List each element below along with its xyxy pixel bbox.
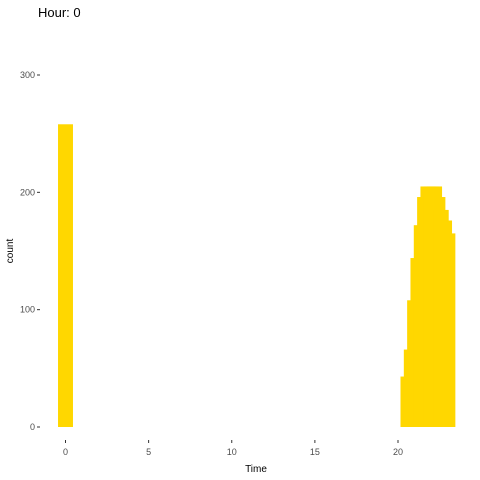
x-axis-title: Time	[245, 464, 267, 475]
x-tick-label-2: 10	[227, 447, 237, 457]
x-tick-label-0: 0	[63, 447, 68, 457]
y-axis-title: count	[5, 239, 16, 264]
bars-group	[58, 124, 456, 427]
y-tick-label-0: 0	[30, 422, 35, 432]
bar-13	[440, 233, 456, 427]
x-tick-label-3: 15	[310, 447, 320, 457]
chart-title: Hour: 0	[38, 5, 81, 20]
y-tick-label-1: 100	[20, 305, 35, 315]
x-tick-label-1: 5	[146, 447, 151, 457]
bar-0	[58, 124, 73, 427]
x-tick-label-4: 20	[393, 447, 403, 457]
x-axis: 0 5 10 15 20	[63, 440, 403, 457]
y-tick-label-3: 300	[20, 70, 35, 80]
y-axis: 0 100 200 300	[20, 70, 40, 432]
y-tick-label-2: 200	[20, 187, 35, 197]
